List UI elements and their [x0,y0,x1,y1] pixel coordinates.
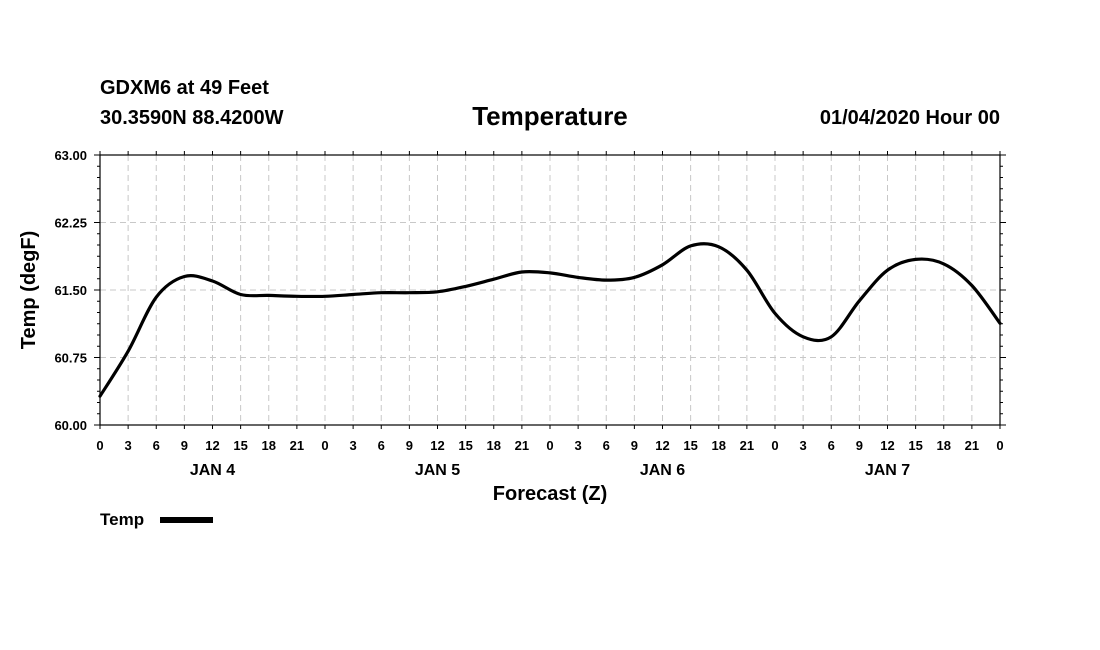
x-tick-label: 0 [321,438,328,453]
grid [100,155,1000,425]
day-label: JAN 6 [640,462,685,479]
x-tick-label: 9 [856,438,863,453]
x-tick-label: 21 [740,438,754,453]
x-tick-label: 12 [430,438,444,453]
day-label: JAN 7 [865,462,910,479]
x-tick-label: 12 [205,438,219,453]
x-tick-label: 3 [125,438,132,453]
x-tick-label: 3 [350,438,357,453]
y-tick-label: 60.00 [54,418,87,433]
x-tick-label: 12 [880,438,894,453]
legend-label-temp: Temp [100,510,144,529]
coordinates-label: 30.3590N 88.4200W [100,107,284,129]
x-tick-label: 18 [712,438,726,453]
x-tick-label: 9 [181,438,188,453]
y-tick-labels: 60.00 60.75 61.50 62.25 63.00 [54,148,87,433]
x-axis-label: Forecast (Z) [493,483,607,505]
x-tick-label: 15 [908,438,922,453]
x-tick-labels: 0 3 6 9 12 15 18 21 0 3 6 9 12 15 18 21 0 3 6 9 12 15 18 21 0 3 6 9… [96,438,1003,453]
x-tick-label: 9 [631,438,638,453]
x-tick-label: 0 [96,438,103,453]
x-tick-label: 21 [965,438,979,453]
x-tick-label: 9 [406,438,413,453]
x-tick-label: 3 [575,438,582,453]
day-label: JAN 5 [415,462,460,479]
x-tick-label: 18 [262,438,276,453]
x-tick-label: 3 [800,438,807,453]
day-label: JAN 4 [190,462,235,479]
y-tick-label: 61.50 [54,283,87,298]
datetime-label: 01/04/2020 Hour 00 [820,107,1000,129]
y-tick-label: 62.25 [54,216,87,231]
series-layer [98,242,1002,398]
x-tick-label: 6 [153,438,160,453]
chart-title: Temperature [472,101,628,131]
x-tick-label: 15 [233,438,247,453]
x-tick-label: 12 [655,438,669,453]
y-tick-label: 63.00 [54,148,87,163]
series-line-temp [98,242,1002,398]
x-tick-label: 18 [487,438,501,453]
station-label: GDXM6 at 49 Feet [100,77,269,99]
x-tick-label: 6 [378,438,385,453]
x-tick-label: 6 [828,438,835,453]
x-tick-label: 21 [515,438,529,453]
x-tick-label: 15 [458,438,472,453]
axis-ticks [94,151,1006,429]
legend: Temp [100,510,213,529]
x-tick-label: 0 [546,438,553,453]
x-tick-label: 15 [683,438,697,453]
y-axis-label: Temp (degF) [18,231,40,350]
y-tick-label: 60.75 [54,351,87,366]
x-tick-label: 18 [937,438,951,453]
x-tick-label: 21 [290,438,304,453]
day-labels: JAN 4 JAN 5 JAN 6 JAN 7 [190,462,910,479]
x-tick-label: 0 [996,438,1003,453]
x-tick-label: 0 [771,438,778,453]
x-tick-label: 6 [603,438,610,453]
